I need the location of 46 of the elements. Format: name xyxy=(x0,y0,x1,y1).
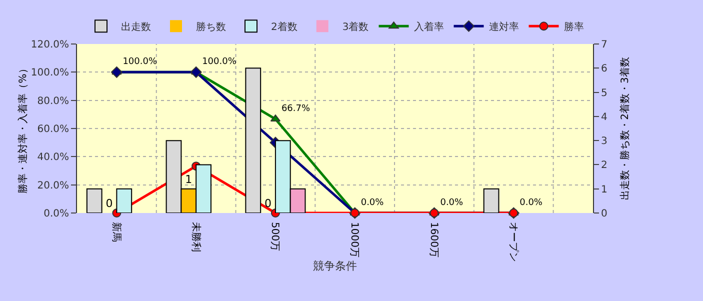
y-tick-label: 120.0% xyxy=(30,40,69,50)
data-label: 0.0% xyxy=(520,198,543,208)
data-label: 0.0% xyxy=(360,198,384,208)
data-label: 1 xyxy=(185,172,192,186)
point xyxy=(110,66,122,78)
legend-label: 2着数 xyxy=(271,21,298,34)
legend-label: 3着数 xyxy=(342,21,369,34)
legend-label: 連対率 xyxy=(488,21,519,34)
data-label: 0 xyxy=(264,197,272,210)
bar xyxy=(245,68,262,213)
y2-tick-label: 7 xyxy=(601,40,608,50)
x-tick-label: 未勝利 xyxy=(190,222,202,252)
y2-tick-label: 6 xyxy=(601,64,608,75)
x-tick-label: 500万 xyxy=(269,222,280,252)
y2-tick-label: 2 xyxy=(601,160,608,172)
legend-label: 入着率 xyxy=(414,21,444,34)
y2-tick-label: 5 xyxy=(601,88,608,99)
data-label: 100.0% xyxy=(122,56,158,67)
y-tick-label: 100.0% xyxy=(30,68,69,79)
data-label: 100.0% xyxy=(202,56,237,67)
y-tick-label: 60.0% xyxy=(37,124,69,135)
legend-label: 勝率 xyxy=(564,21,584,34)
bar xyxy=(86,188,102,213)
y-tick-label: 80.0% xyxy=(37,96,69,107)
data-label: 0.0% xyxy=(440,198,464,208)
x-tick-label: オープン xyxy=(507,222,520,262)
data-label: 66.7% xyxy=(281,104,310,114)
x-tick-label: 新馬 xyxy=(110,222,122,242)
x-axis-title: 競争条件 xyxy=(313,259,357,272)
legend-label: 勝ち数 xyxy=(196,21,226,34)
y-tick-label: 0.0% xyxy=(44,208,69,220)
point xyxy=(190,66,202,78)
y2-tick-label: 1 xyxy=(601,184,608,196)
x-tick-label: 1600万 xyxy=(428,222,439,258)
x-tick-label: 1000万 xyxy=(348,222,360,258)
y2-tick-label: 3 xyxy=(601,136,608,148)
bar xyxy=(483,188,500,213)
legend-label: 出走数 xyxy=(121,21,151,34)
y-tick-label: 40.0% xyxy=(37,152,69,164)
y-axis-title: 勝率・連対率・入着率（%） xyxy=(16,64,29,194)
bar xyxy=(116,188,132,213)
y2-tick-label: 4 xyxy=(601,112,608,123)
y2-axis-title: 出走数・勝ち数・2着数・3着数 xyxy=(619,57,631,200)
y-tick-label: 20.0% xyxy=(37,180,69,192)
y2-tick-label: 0 xyxy=(601,208,608,220)
data-label: 0 xyxy=(106,197,113,210)
